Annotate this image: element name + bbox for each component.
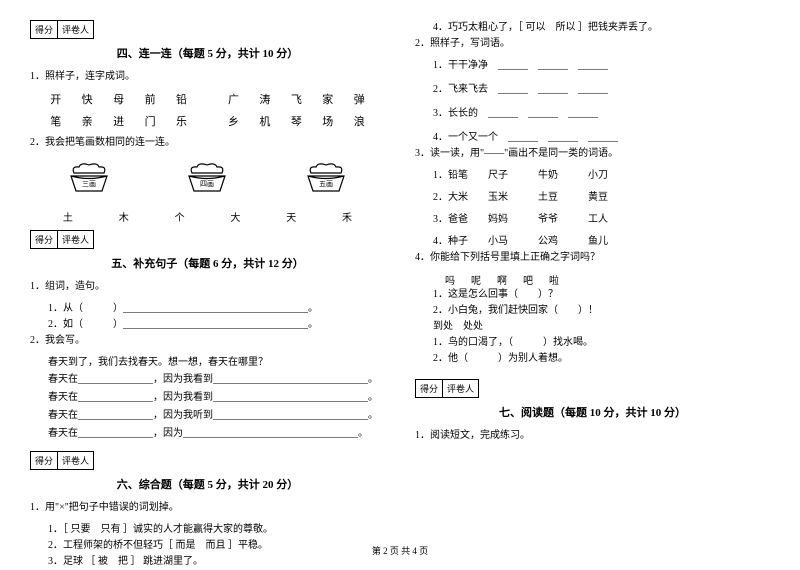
q6-3-item: 4．种子 小马 公鸡 鱼儿 [415, 234, 770, 250]
q6-3-item: 3．爸爸 妈妈 爷爷 工人 [415, 212, 770, 228]
score-box-5: 得分 评卷人 [30, 230, 94, 249]
q5-2: 2．我会写。 [30, 333, 385, 349]
svg-text:四画: 四画 [200, 180, 214, 188]
q5-1: 1．组词，造句。 [30, 279, 385, 295]
spring-line: 春天在_______________，因为我听到________________… [30, 407, 385, 425]
page-footer: 第 2 页 共 4 页 [0, 544, 800, 557]
q6-2-item: 4．一个又一个 ______ ______ ______ [415, 130, 770, 146]
basket-icon: 三画 [59, 161, 119, 199]
spring-line: 春天在_______________，因为我看到________________… [30, 389, 385, 407]
score-box-4: 得分 评卷人 [30, 20, 94, 39]
section-5-title: 五、补充句子（每题 6 分，共计 12 分） [30, 255, 385, 271]
q6-2-item: 2．飞来飞去 ______ ______ ______ [415, 82, 770, 98]
spring-line: 春天在_______________，因为我看到________________… [30, 371, 385, 389]
q6-4: 4．你能给下列括号里填上正确之字词吗？ [415, 250, 770, 266]
char-row-2: 笔亲进门乐乡机琴场浪 [30, 113, 385, 129]
right-column: 4．巧巧太粗心了，［ 可以 所以 ］把钱夹弄丢了。 2．照样子，写词语。 1．干… [415, 20, 770, 570]
score-box-7: 得分 评卷人 [415, 379, 479, 398]
q6-2-item: 1．干干净净 ______ ______ ______ [415, 58, 770, 74]
q6-1-item: 1．［ 只要 只有 ］诚实的人才能赢得大家的尊敬。 [30, 522, 385, 538]
q6-2-item: 3．长长的 ______ ______ ______ [415, 106, 770, 122]
q5-1a: 1．从（ ）__________________________________… [30, 301, 385, 317]
q6-1-item: 4．巧巧太粗心了，［ 可以 所以 ］把钱夹弄丢了。 [415, 20, 770, 36]
q6-4-item: 2．小白兔，我们赶快回家（ ）！ [415, 303, 770, 319]
q6-1: 1．用"×"把句子中错误的词划掉。 [30, 500, 385, 516]
char-row-1: 开快母前铅广涛飞家弹 [30, 91, 385, 107]
q6-3: 3．读一读，用"——"画出不是同一类的词语。 [415, 146, 770, 162]
score-label: 得分 [31, 21, 58, 38]
basket-row: 三画 四画 五画 [30, 161, 385, 199]
q4-1: 1．照样子，连字成词。 [30, 69, 385, 85]
score-box-6: 得分 评卷人 [30, 451, 94, 470]
grader-label: 评卷人 [58, 21, 93, 38]
spring-line: 春天在_______________，因为___________________… [30, 425, 385, 443]
q6-4-item: 到处 处处 [415, 319, 770, 335]
q6-4-item: 1．这是怎么回事（ ）？ [415, 287, 770, 303]
q5-2intro: 春天到了，我们去找春天。想一想，春天在哪里？ [30, 355, 385, 371]
q7-1: 1．阅读短文，完成练习。 [415, 428, 770, 444]
q5-1b: 2．如（ ）__________________________________… [30, 317, 385, 333]
svg-text:三画: 三画 [82, 180, 96, 188]
q6-2: 2．照样子，写词语。 [415, 36, 770, 52]
q6-4-opts: 吗 呢 啊 吧 啦 [415, 272, 770, 287]
q4-2: 2．我会把笔画数相同的连一连。 [30, 135, 385, 151]
basket-icon: 五画 [296, 161, 356, 199]
basket-icon: 四画 [177, 161, 237, 199]
q6-4-item: 2．他（ ）为别人着想。 [415, 351, 770, 367]
section-4-title: 四、连一连（每题 5 分，共计 10 分） [30, 45, 385, 61]
svg-text:五画: 五画 [319, 180, 333, 188]
q6-4-item: 1．鸟的口渴了，（ ）找水喝。 [415, 335, 770, 351]
q6-3-item: 2．大米 玉米 土豆 黄豆 [415, 190, 770, 206]
section-6-title: 六、综合题（每题 5 分，共计 20 分） [30, 476, 385, 492]
q6-3-item: 1．铅笔 尺子 牛奶 小刀 [415, 168, 770, 184]
left-column: 得分 评卷人 四、连一连（每题 5 分，共计 10 分） 1．照样子，连字成词。… [30, 20, 385, 570]
char-below: 土木个大天禾 [30, 209, 385, 224]
section-7-title: 七、阅读题（每题 10 分，共计 10 分） [415, 404, 770, 420]
